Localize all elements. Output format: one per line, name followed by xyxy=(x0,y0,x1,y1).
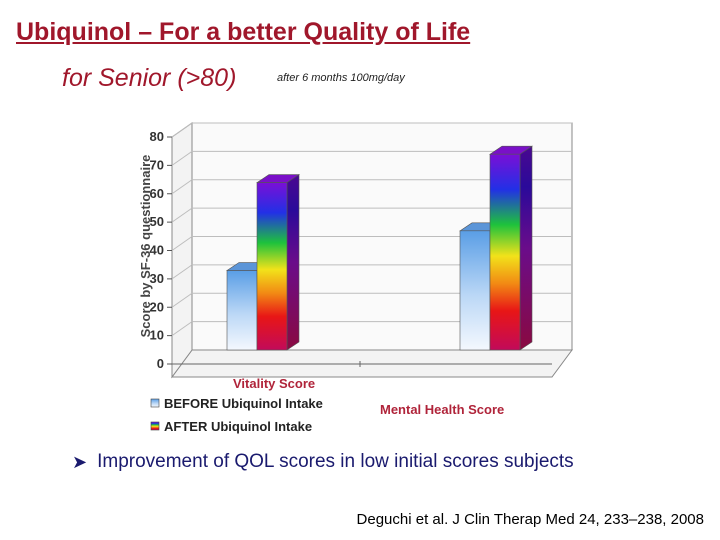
gridline-side xyxy=(171,236,193,251)
bar-front xyxy=(489,153,521,351)
legend-swatch xyxy=(150,398,160,408)
gridline-side xyxy=(171,122,193,138)
citation: Deguchi et al. J Clin Therap Med 24, 233… xyxy=(356,511,704,528)
y-tick-label: 20 xyxy=(150,299,164,314)
slide-title: Ubiquinol – For a better Quality of Life xyxy=(16,18,471,46)
summary-bullet: ➤ Improvement of QOL scores in low initi… xyxy=(72,451,574,473)
y-tick-label: 0 xyxy=(157,356,164,371)
bar-side xyxy=(286,174,300,351)
bar-front xyxy=(226,270,258,351)
bar-front xyxy=(459,230,491,351)
legend-label: AFTER Ubiquinol Intake xyxy=(164,419,312,434)
gridline-side xyxy=(171,179,193,195)
legend-swatch xyxy=(150,421,160,431)
y-tick-label: 30 xyxy=(150,271,164,286)
bar-after-1 xyxy=(489,145,533,351)
legend: BEFORE Ubiquinol Intake AFTER Ubiquinol I… xyxy=(150,396,323,434)
arrow-bullet-icon: ➤ xyxy=(72,451,88,472)
bar-side xyxy=(519,145,533,351)
y-tick-label: 50 xyxy=(150,214,164,229)
bar-front xyxy=(256,182,288,351)
y-tick-label: 70 xyxy=(150,157,164,172)
y-tick-label: 40 xyxy=(150,243,164,258)
y-axis-label: Score by SF-36 questionnaire xyxy=(138,155,153,338)
gridline-side xyxy=(171,150,193,166)
gridline-side xyxy=(171,292,193,308)
y-axis-ticks: 0 10 20 30 40 50 60 70 80 xyxy=(150,129,552,371)
bars xyxy=(226,145,533,351)
gridline-side xyxy=(171,207,193,223)
y-tick-label: 60 xyxy=(150,186,164,201)
y-tick-label: 10 xyxy=(150,328,164,343)
bar-chart: 0 10 20 30 40 50 60 70 80 Score by SF-36 questio… xyxy=(138,122,573,434)
category-labels: Vitality Score Mental Health Score xyxy=(233,376,504,417)
summary-text: Improvement of QOL scores in low initial… xyxy=(97,451,574,472)
slide-subtitle: for Senior (>80) xyxy=(62,64,237,92)
legend-label: BEFORE Ubiquinol Intake xyxy=(164,396,323,411)
bar-after-0 xyxy=(256,174,300,351)
gridline-side xyxy=(171,321,193,337)
category-label: Mental Health Score xyxy=(380,402,504,417)
dosage-note: after 6 months 100mg/day xyxy=(277,72,405,84)
gridline-side xyxy=(171,264,193,280)
chart-left-wall xyxy=(171,122,193,379)
category-label: Vitality Score xyxy=(233,376,315,391)
y-tick-label: 80 xyxy=(150,129,164,144)
